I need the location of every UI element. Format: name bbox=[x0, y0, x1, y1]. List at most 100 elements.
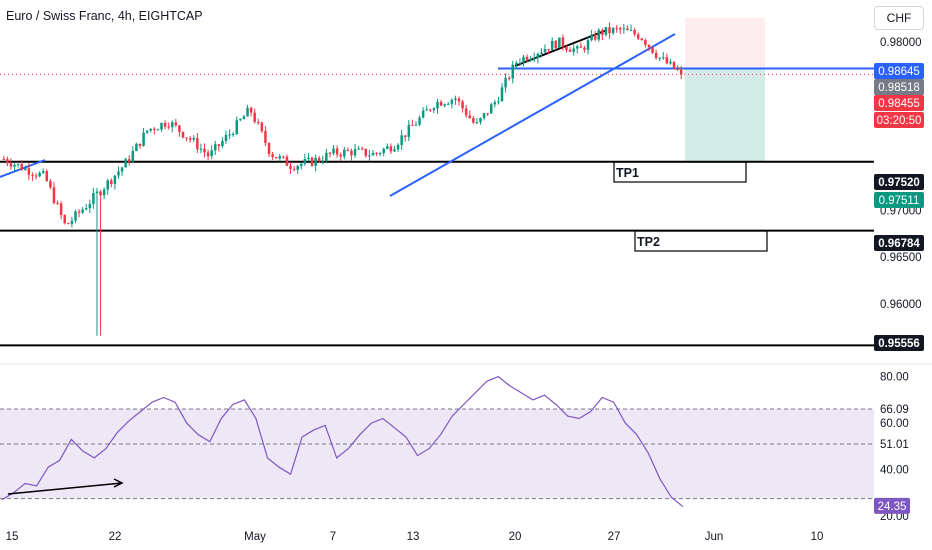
rsi-scale-label-4: 40.00 bbox=[880, 465, 909, 477]
candle-body bbox=[375, 153, 378, 155]
candle-body bbox=[583, 47, 586, 50]
candle-body bbox=[658, 57, 661, 59]
candle-body bbox=[192, 138, 196, 140]
candle-body bbox=[49, 180, 52, 188]
candle-body bbox=[41, 171, 45, 173]
candle-body bbox=[292, 168, 296, 170]
candle-body bbox=[561, 37, 565, 48]
candle-body bbox=[472, 118, 475, 123]
candle-body bbox=[418, 117, 421, 125]
candle-body bbox=[382, 148, 385, 154]
candle-body bbox=[45, 171, 49, 181]
price-tag-4: 0.97520 bbox=[878, 177, 920, 189]
candle-body bbox=[626, 28, 629, 31]
candle-body bbox=[554, 40, 558, 49]
candle-body bbox=[500, 87, 504, 102]
candle-body bbox=[206, 152, 210, 157]
candle-body bbox=[246, 107, 249, 117]
candle-body bbox=[339, 154, 342, 157]
candle-body bbox=[636, 34, 640, 39]
tp1-label: TP1 bbox=[616, 166, 639, 180]
candle-body bbox=[124, 159, 127, 168]
candle-body bbox=[468, 115, 471, 119]
candle-body bbox=[264, 131, 267, 144]
candle-body bbox=[540, 52, 543, 54]
candle-body bbox=[242, 116, 246, 120]
candle-body bbox=[110, 180, 113, 184]
candle-body bbox=[475, 122, 479, 124]
candle-body bbox=[314, 157, 317, 166]
candle-body bbox=[558, 37, 561, 49]
candle-body bbox=[167, 126, 170, 128]
time-axis-label-6: 27 bbox=[608, 531, 621, 543]
candle-body bbox=[619, 28, 622, 30]
candle-body bbox=[396, 144, 400, 150]
candle-body bbox=[328, 152, 332, 154]
rsi-value-tag: 24.35 bbox=[878, 501, 907, 513]
candle-body bbox=[77, 211, 81, 213]
candle-body bbox=[199, 148, 203, 150]
price-tag-7: 0.95556 bbox=[878, 338, 920, 350]
take-profit-zone bbox=[685, 68, 765, 163]
candle-body bbox=[321, 160, 325, 162]
chart-title: Euro / Swiss Franc, 4h, EIGHTCAP bbox=[6, 9, 203, 23]
currency-button[interactable]: CHF bbox=[874, 6, 924, 30]
candle-body bbox=[525, 56, 529, 61]
candle-body bbox=[403, 135, 407, 137]
candle-body bbox=[260, 122, 264, 132]
price-tag-bg-5 bbox=[874, 192, 924, 208]
candle-body bbox=[425, 109, 428, 111]
candle-body bbox=[414, 124, 418, 126]
candle-body bbox=[669, 61, 672, 64]
candle-body bbox=[267, 143, 271, 155]
candle-body bbox=[457, 98, 461, 102]
candle-body bbox=[153, 128, 156, 130]
tp2-box bbox=[634, 230, 768, 252]
candle-body bbox=[31, 174, 34, 176]
candle-body bbox=[102, 189, 106, 196]
time-axis-label-4: 13 bbox=[407, 531, 420, 543]
candle-body bbox=[113, 175, 117, 184]
candle-body bbox=[497, 101, 500, 103]
candle-body bbox=[34, 175, 38, 177]
candle-body bbox=[185, 137, 188, 139]
rsi-scale-label-6: 20.00 bbox=[880, 511, 909, 523]
time-axis-label-7: Jun bbox=[705, 531, 724, 543]
candle-body bbox=[576, 46, 579, 49]
candle-body bbox=[231, 134, 235, 136]
candle-body bbox=[357, 148, 360, 150]
candle-body bbox=[20, 163, 23, 170]
candle-body bbox=[597, 29, 601, 40]
candle-body bbox=[479, 118, 482, 123]
candle-body bbox=[70, 220, 74, 224]
candle-body bbox=[486, 113, 489, 115]
price-tag-1: 0.98518 bbox=[878, 82, 920, 94]
candle-body bbox=[81, 209, 84, 213]
candle-body bbox=[253, 112, 256, 122]
time-axis-label-5: 20 bbox=[509, 531, 522, 543]
candle-body bbox=[654, 52, 658, 58]
price-tag-bg-0 bbox=[874, 63, 924, 79]
candle-body bbox=[446, 103, 450, 105]
candle-body bbox=[421, 110, 425, 118]
candle-body bbox=[647, 44, 651, 48]
candle-body bbox=[511, 64, 515, 79]
price-tag-bg-7 bbox=[874, 335, 924, 351]
rsi-value-tag-bg bbox=[874, 497, 910, 514]
candle-body bbox=[163, 122, 167, 127]
candle-body bbox=[38, 172, 41, 177]
candle-body bbox=[135, 143, 138, 152]
candles-group bbox=[2, 22, 683, 336]
candle-body bbox=[127, 159, 131, 162]
candle-body bbox=[63, 215, 66, 224]
candle-body bbox=[2, 158, 6, 160]
candle-body bbox=[239, 119, 242, 121]
candle-body bbox=[235, 120, 239, 135]
candle-body bbox=[611, 28, 615, 34]
candle-body bbox=[493, 102, 497, 105]
candle-body bbox=[307, 157, 310, 160]
candle-body bbox=[662, 57, 665, 59]
candle-body bbox=[393, 149, 396, 152]
candle-body bbox=[181, 131, 185, 138]
